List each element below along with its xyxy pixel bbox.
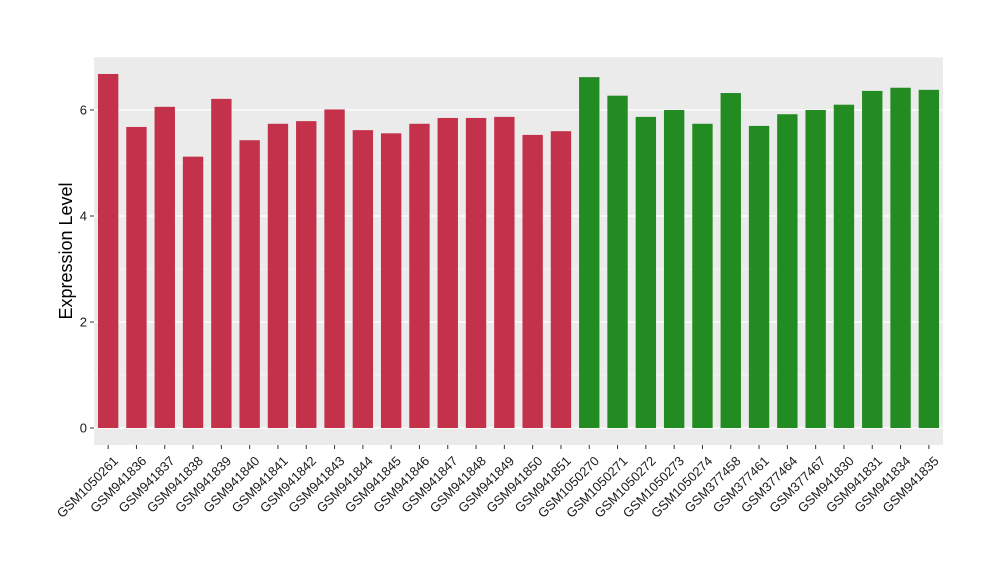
bar-GSM941836 bbox=[126, 126, 147, 429]
bar-GSM941838 bbox=[182, 156, 204, 428]
bar-GSM377458 bbox=[720, 93, 741, 428]
bar-GSM1050273 bbox=[663, 110, 685, 428]
bar-GSM941831 bbox=[862, 90, 883, 429]
bar-GSM941840 bbox=[239, 140, 260, 428]
y-tick-label: 4 bbox=[80, 209, 87, 224]
bar-GSM1050270 bbox=[579, 77, 600, 428]
bar-GSM941846 bbox=[409, 123, 430, 428]
bar-GSM941848 bbox=[465, 117, 487, 428]
bar-GSM941834 bbox=[890, 87, 911, 429]
plot-panel bbox=[94, 57, 943, 445]
bar-GSM941837 bbox=[154, 106, 175, 428]
bar-GSM941847 bbox=[437, 117, 458, 428]
y-axis-title: Expression Level bbox=[56, 182, 76, 319]
bar-GSM1050271 bbox=[607, 95, 628, 428]
bar-GSM1050261 bbox=[97, 73, 119, 429]
bar-GSM941844 bbox=[352, 130, 374, 428]
y-axis: 0 2 4 6 bbox=[80, 103, 94, 436]
bar-GSM377461 bbox=[748, 125, 770, 429]
bar-GSM941839 bbox=[211, 98, 232, 429]
bar-GSM941842 bbox=[296, 121, 317, 428]
x-axis: GSM1050261GSM941836GSM941837GSM941838GSM… bbox=[54, 445, 942, 521]
y-tick-label: 6 bbox=[80, 103, 87, 118]
bar-GSM941851 bbox=[550, 131, 572, 428]
bar-GSM941830 bbox=[833, 104, 855, 428]
bar-GSM941850 bbox=[522, 134, 543, 428]
bar-GSM1050274 bbox=[692, 123, 713, 428]
bar-GSM941849 bbox=[494, 116, 515, 428]
bar-GSM941841 bbox=[267, 123, 289, 428]
bar-GSM941845 bbox=[380, 133, 402, 428]
y-tick-label: 2 bbox=[80, 315, 87, 330]
bar-GSM941843 bbox=[324, 109, 345, 428]
bars bbox=[97, 73, 940, 429]
bar-GSM1050272 bbox=[635, 116, 657, 428]
bar-GSM377467 bbox=[805, 110, 826, 428]
y-tick-label: 0 bbox=[80, 421, 87, 436]
bar-GSM377464 bbox=[777, 114, 798, 429]
bar-GSM941835 bbox=[918, 89, 940, 429]
gridlines bbox=[94, 56, 943, 429]
